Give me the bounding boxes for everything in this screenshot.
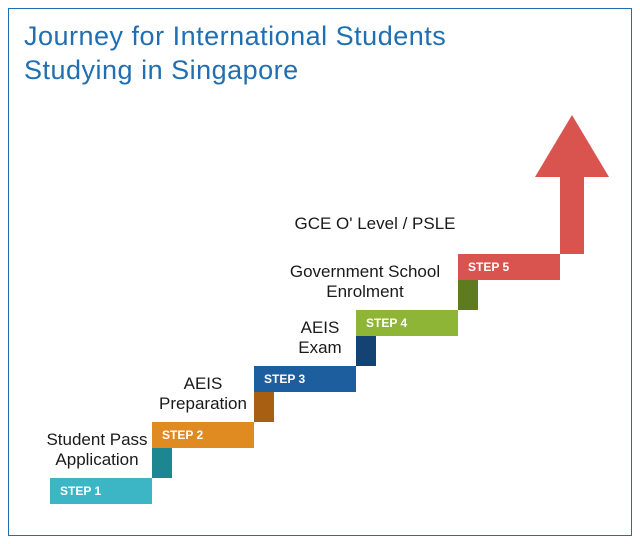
step-tread-5: STEP 5 — [458, 254, 560, 280]
step-label-4: STEP 4 — [366, 316, 407, 330]
arrow-stem — [560, 175, 584, 254]
arrow-head-icon — [535, 115, 609, 177]
step-caption-1: Student PassApplication — [32, 430, 162, 470]
step-tread-1: STEP 1 — [50, 478, 152, 504]
step-caption-2: AEISPreparation — [148, 374, 258, 414]
step-caption-5: GCE O' Level / PSLE — [280, 214, 470, 234]
step-caption-4: Government SchoolEnrolment — [270, 262, 460, 302]
step-label-2: STEP 2 — [162, 428, 203, 442]
step-tread-2: STEP 2 — [152, 422, 254, 448]
stair-canvas: STEP 1 Student PassApplicationSTEP 2 AEISP… — [0, 0, 640, 544]
step-label-5: STEP 5 — [468, 260, 509, 274]
step-tread-3: STEP 3 — [254, 366, 356, 392]
step-caption-3: AEISExam — [280, 318, 360, 358]
step-label-3: STEP 3 — [264, 372, 305, 386]
step-label-1: STEP 1 — [60, 484, 101, 498]
step-tread-4: STEP 4 — [356, 310, 458, 336]
